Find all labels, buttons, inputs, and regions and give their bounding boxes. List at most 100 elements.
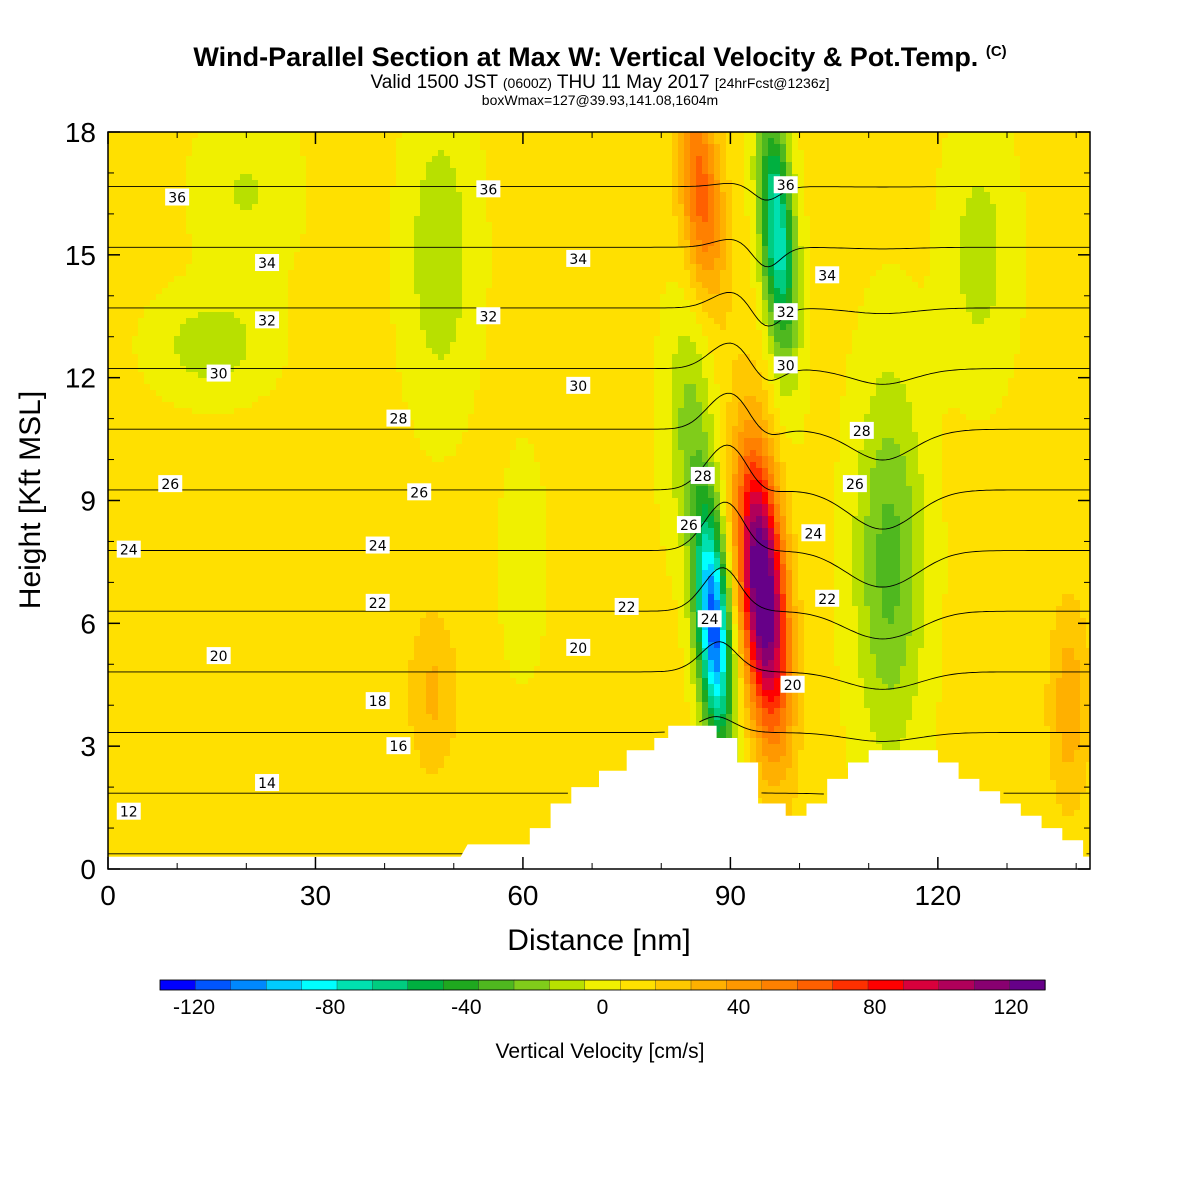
colorbar-frame bbox=[159, 979, 1046, 991]
colorbar-swatch bbox=[584, 979, 621, 991]
theta-label: 32 bbox=[773, 303, 798, 321]
ground-strip bbox=[108, 856, 1090, 869]
theta-label: 12 bbox=[116, 802, 141, 821]
colorbar-swatch bbox=[230, 979, 267, 991]
theta-label: 30 bbox=[773, 356, 798, 374]
colorbar-swatch bbox=[655, 979, 692, 991]
copyright-mark: (C) bbox=[986, 43, 1007, 60]
colorbar-swatch bbox=[443, 979, 480, 991]
colorbar-tick-label: 0 bbox=[597, 996, 609, 1019]
theta-contour-18 bbox=[108, 641, 1090, 690]
theta-contour-30 bbox=[108, 291, 1090, 327]
colorbar-swatch bbox=[761, 979, 798, 991]
chart-title-main: Wind-Parallel Section at Max W: Vertical… bbox=[193, 42, 978, 72]
theta-contour-26 bbox=[108, 392, 1090, 461]
theta-label: 22 bbox=[815, 589, 840, 608]
theta-label: 22 bbox=[614, 597, 639, 616]
valid-time: Valid 1500 JST bbox=[370, 72, 497, 93]
colorbar-swatch bbox=[266, 979, 303, 991]
theta-contour-28 bbox=[108, 342, 1090, 385]
theta-label: 26 bbox=[407, 483, 432, 501]
theta-contour-32 bbox=[108, 238, 1090, 268]
theta-label: 16 bbox=[386, 737, 411, 755]
theta-label: 22 bbox=[365, 593, 390, 612]
theta-label: 32 bbox=[476, 307, 501, 325]
y-tick-label: 15 bbox=[65, 240, 96, 271]
theta-label: 34 bbox=[566, 249, 591, 268]
colorbar-swatch bbox=[938, 979, 975, 991]
terrain-mask bbox=[108, 725, 1090, 869]
valid-date: THU 11 May 2017 bbox=[557, 72, 710, 93]
theta-label: 20 bbox=[780, 675, 805, 694]
colorbar-tick-label: -120 bbox=[173, 996, 215, 1019]
colorbar-swatch bbox=[372, 979, 409, 991]
terrain-profile bbox=[460, 725, 1090, 869]
colorbar-swatch bbox=[832, 979, 869, 991]
colorbar-swatch bbox=[336, 979, 374, 991]
colorbar-tick-label: 120 bbox=[993, 996, 1028, 1019]
theta-label: 30 bbox=[566, 376, 591, 395]
theta-contour-labels: 12 14 16 18 20 20 20 22 22 22 24 24 24 24 26 26 26 26 28 28… bbox=[116, 176, 874, 821]
theta-label: 18 bbox=[365, 692, 390, 710]
y-tick-label: 12 bbox=[65, 363, 96, 394]
theta-label: 24 bbox=[801, 524, 826, 542]
theta-label: 20 bbox=[566, 638, 591, 657]
theta-contour-20 bbox=[108, 567, 1090, 640]
y-axis-label: Height [Kft MSL] bbox=[14, 391, 47, 609]
y-tick-label: 9 bbox=[80, 486, 96, 517]
x-tick-label: 0 bbox=[100, 880, 116, 911]
colorbar-swatch bbox=[867, 979, 905, 991]
colorbar-label: Vertical Velocity [cm/s] bbox=[496, 1040, 705, 1063]
colorbar-swatch bbox=[159, 979, 197, 991]
theta-label: 20 bbox=[206, 647, 231, 665]
colorbar-tick-label: 80 bbox=[863, 996, 886, 1019]
x-tick-label: 60 bbox=[507, 880, 538, 911]
colorbar-swatch bbox=[726, 979, 763, 991]
theta-label: 32 bbox=[255, 311, 280, 329]
valid-zulu: (0600Z) bbox=[503, 75, 552, 91]
theta-contour-36 bbox=[764, 132, 769, 133]
colorbar-swatch bbox=[620, 979, 657, 991]
theta-label: 24 bbox=[697, 610, 722, 628]
forecast-info: [24hrFcst@1236z] bbox=[715, 75, 830, 91]
theta-label: 34 bbox=[815, 266, 840, 284]
theta-label: 24 bbox=[365, 536, 390, 555]
theta-label: 26 bbox=[842, 475, 867, 493]
theta-label: 28 bbox=[386, 409, 411, 428]
theta-contour-22 bbox=[108, 501, 1090, 588]
colorbar-swatch bbox=[513, 979, 551, 991]
theta-label: 30 bbox=[206, 364, 231, 383]
colorbar-swatch bbox=[1009, 979, 1046, 991]
theta-contours bbox=[108, 132, 1090, 855]
colorbar-swatch bbox=[797, 979, 834, 991]
x-tick-label: 90 bbox=[715, 880, 746, 911]
theta-contour-14 bbox=[108, 792, 1090, 795]
y-tick-label: 18 bbox=[65, 117, 96, 148]
velocity-field bbox=[108, 132, 1090, 869]
box-max-info: boxWmax=127@39.93,141.08,1604m bbox=[0, 92, 1200, 108]
colorbar: -120 -80 -40 0 40 80 120 bbox=[159, 979, 1046, 1019]
colorbar-swatch bbox=[407, 979, 444, 991]
colorbar-tick-label: -80 bbox=[315, 996, 345, 1019]
chart-subtitle: Valid 1500 JST (0600Z) THU 11 May 2017 [… bbox=[0, 72, 1200, 94]
theta-label: 24 bbox=[116, 540, 141, 559]
y-tick-label: 6 bbox=[80, 608, 96, 639]
colorbar-swatch bbox=[690, 979, 728, 991]
theta-label: 26 bbox=[676, 516, 701, 534]
theta-label: 26 bbox=[158, 475, 183, 493]
colorbar-swatch bbox=[974, 979, 1011, 991]
theta-contour-24 bbox=[108, 444, 1090, 530]
colorbar-swatch bbox=[301, 979, 338, 991]
y-tick-label: 3 bbox=[80, 731, 96, 762]
colorbar-tick-label: 40 bbox=[727, 996, 750, 1019]
colorbar-swatch bbox=[195, 979, 232, 991]
x-tick-label: 30 bbox=[300, 880, 331, 911]
theta-label: 36 bbox=[476, 180, 501, 198]
theta-label: 36 bbox=[165, 188, 190, 207]
colorbar-tick-label: -40 bbox=[451, 996, 481, 1019]
x-tick-label: 120 bbox=[914, 880, 961, 911]
y-tick-label: 0 bbox=[80, 854, 96, 885]
x-axis-label: Distance [nm] bbox=[507, 924, 690, 957]
